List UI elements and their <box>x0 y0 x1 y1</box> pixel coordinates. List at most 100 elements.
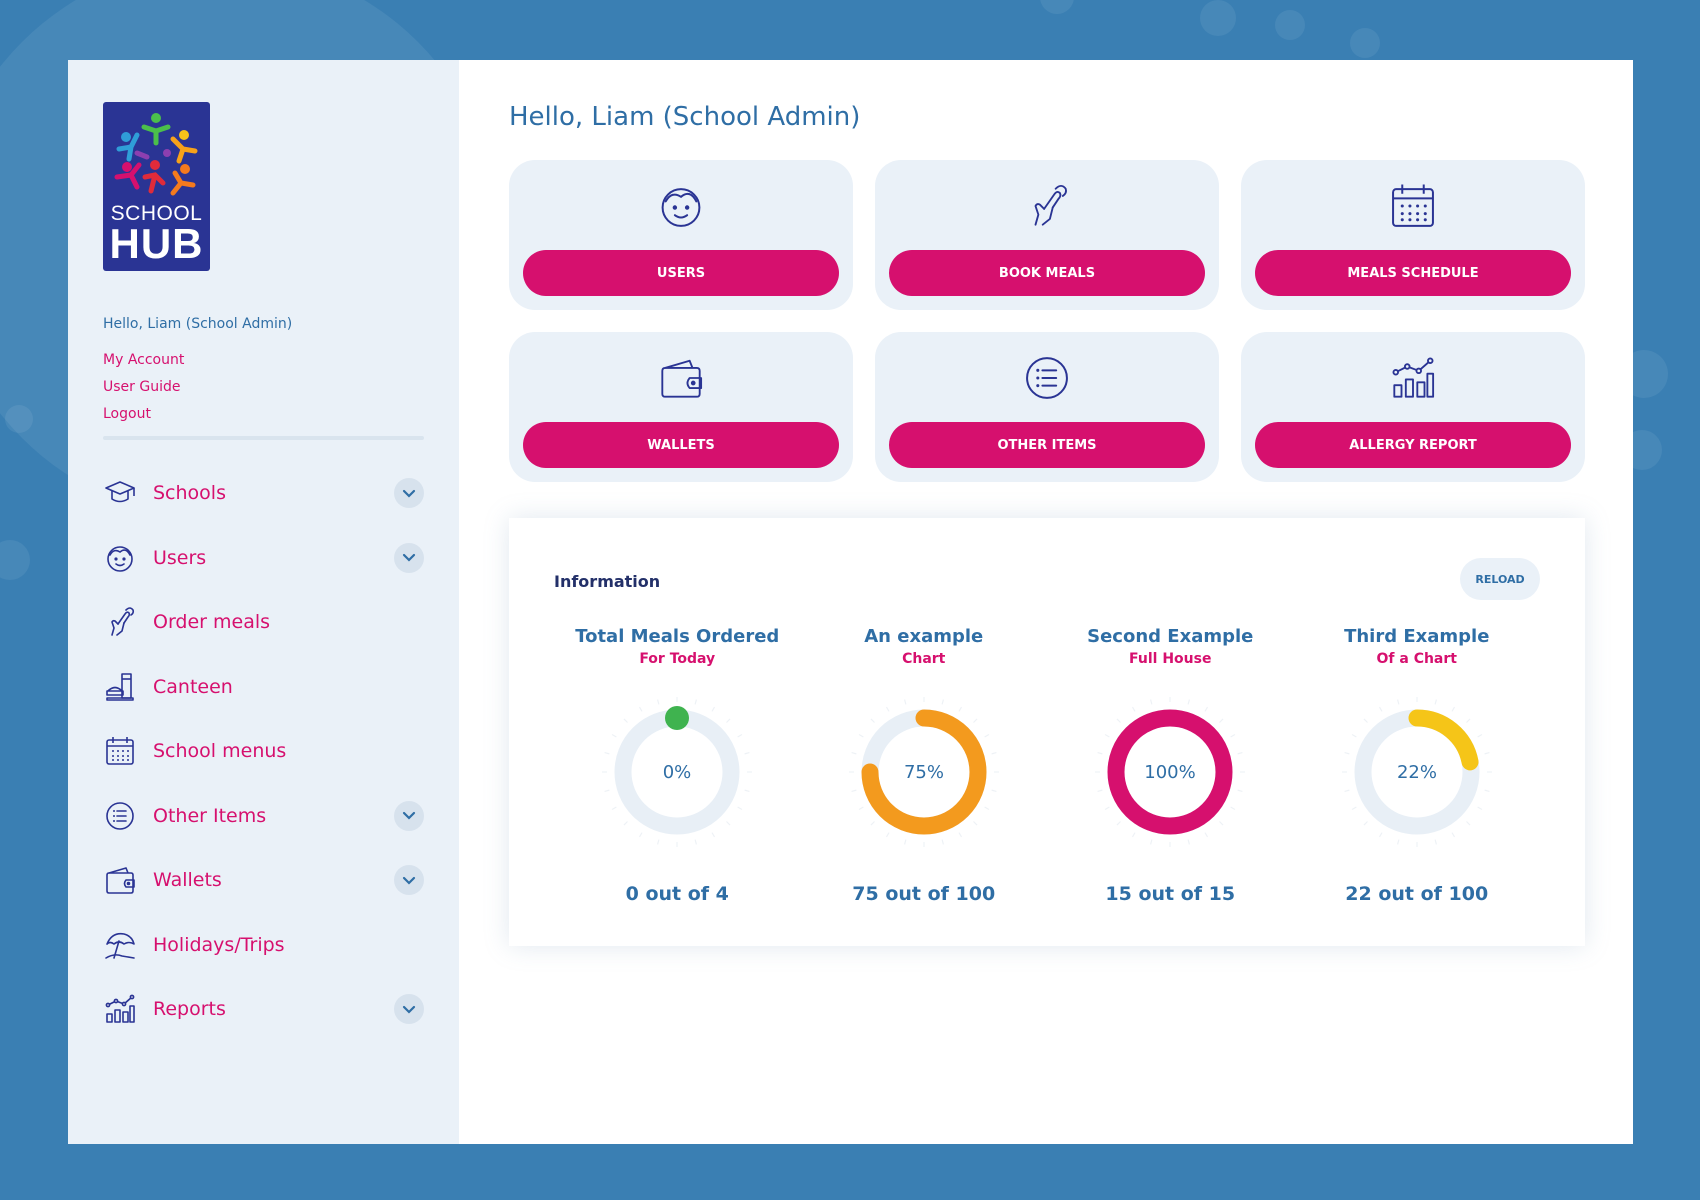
bar-chart-icon <box>1241 354 1585 402</box>
dial-tick <box>851 752 857 755</box>
dial-tick <box>623 821 629 826</box>
dial-tick <box>1434 699 1437 705</box>
sidebar-item-wallets[interactable]: Wallets <box>103 848 424 913</box>
sidebar-item-other-items[interactable]: Other Items <box>103 784 424 849</box>
dial-ticks <box>602 697 753 847</box>
donut-value-arc <box>1107 709 1233 835</box>
chart-title: An example <box>864 626 984 647</box>
dial-tick <box>1477 733 1483 738</box>
dial-tick <box>604 789 610 792</box>
dial-tick <box>1219 821 1224 826</box>
background-bubble <box>1275 10 1305 40</box>
other-items-button[interactable]: OTHER ITEMS <box>889 422 1205 468</box>
chart-percent-label: 22% <box>1397 762 1437 783</box>
page-title: Hello, Liam (School Admin) <box>509 102 861 132</box>
dial-tick <box>1204 832 1209 838</box>
school-hub-logo[interactable]: SCHOOL HUB <box>103 102 210 271</box>
dial-tick <box>611 806 617 811</box>
logout-link[interactable]: Logout <box>103 406 151 422</box>
tile-wallets: WALLETS <box>509 332 853 482</box>
dial-tick <box>1484 752 1490 755</box>
dial-tick <box>694 699 698 705</box>
dial-tick <box>1396 839 1400 845</box>
dial-ticks <box>1095 697 1246 847</box>
sidebar-item-order-meals[interactable]: Order meals <box>103 590 424 655</box>
chart-subtitle: Chart <box>902 651 946 667</box>
dial-tick <box>1116 718 1122 723</box>
dial-tick <box>941 699 944 705</box>
my-account-link[interactable]: My Account <box>103 352 185 368</box>
dial-tick <box>639 706 643 712</box>
chart-title: Second Example <box>1087 626 1254 647</box>
dial-tick <box>1204 706 1209 712</box>
sidebar-item-label: Schools <box>153 482 226 505</box>
list-icon <box>103 799 137 833</box>
reload-button[interactable]: RELOAD <box>1460 558 1540 600</box>
sidebar-nav: Schools Users <box>103 461 424 1042</box>
dial-tick <box>984 806 990 811</box>
dial-tick <box>639 832 643 838</box>
dial-tick <box>1484 789 1490 792</box>
graduation-cap-icon <box>103 476 137 510</box>
tile-allergy-report: ALLERGY REPORT <box>1241 332 1585 482</box>
dial-tick <box>1465 718 1471 723</box>
chevron-down-icon[interactable] <box>394 478 424 509</box>
sidebar-item-school-menus[interactable]: School menus <box>103 719 424 784</box>
chevron-down-icon[interactable] <box>394 994 424 1025</box>
sidebar-item-users[interactable]: Users <box>103 526 424 591</box>
chevron-down-icon[interactable] <box>394 865 424 896</box>
dial-tick <box>870 821 875 826</box>
main-content: Hello, Liam (School Admin) USERS <box>459 60 1633 1144</box>
dial-tick <box>726 718 731 723</box>
chevron-down-icon[interactable] <box>394 542 424 573</box>
dial-tick <box>1237 752 1243 755</box>
logo-text-school: SCHOOL <box>110 202 203 225</box>
chart-title: Third Example <box>1344 626 1490 647</box>
background-bubble <box>1040 0 1074 14</box>
logo-figures-icon <box>114 113 198 196</box>
information-card: Information RELOAD Total Meals Ordered F… <box>509 518 1585 946</box>
chart-count: 15 out of 15 <box>1105 883 1236 905</box>
sidebar-item-label: Reports <box>153 998 226 1021</box>
donut-chart: 0% <box>602 697 753 847</box>
dial-tick <box>1150 839 1153 845</box>
donut-value-arc <box>861 709 987 835</box>
dial-tick <box>1378 832 1383 838</box>
dial-tick <box>711 706 716 712</box>
dial-tick <box>1097 789 1103 792</box>
beach-umbrella-icon <box>103 928 137 962</box>
dial-tick <box>1396 699 1400 705</box>
dial-tick <box>737 806 743 811</box>
chevron-down-icon[interactable] <box>394 800 424 831</box>
charts-row: Total Meals Ordered For Today 0% 0 out o… <box>554 626 1540 905</box>
allergy-report-button[interactable]: ALLERGY REPORT <box>1255 422 1571 468</box>
meals-schedule-button[interactable]: MEALS SCHEDULE <box>1255 250 1571 296</box>
dial-tick <box>858 806 864 811</box>
dial-tick <box>711 832 716 838</box>
sidebar-item-schools[interactable]: Schools <box>103 461 424 526</box>
user-guide-link[interactable]: User Guide <box>103 379 181 395</box>
sidebar-item-reports[interactable]: Reports <box>103 977 424 1042</box>
quick-action-tiles: USERS BOOK MEALS <box>509 160 1585 482</box>
dial-tick <box>623 718 629 723</box>
wallet-icon <box>509 354 853 402</box>
dial-tick <box>737 733 743 738</box>
users-button[interactable]: USERS <box>523 250 839 296</box>
wallets-button[interactable]: WALLETS <box>523 422 839 468</box>
pointing-hand-icon <box>103 605 137 639</box>
dial-tick <box>1351 806 1357 811</box>
sidebar-item-label: Order meals <box>153 611 271 634</box>
sidebar-item-holidays-trips[interactable]: Holidays/Trips <box>103 913 424 978</box>
calendar-icon <box>103 734 137 768</box>
tile-book-meals: BOOK MEALS <box>875 160 1219 310</box>
information-title: Information <box>554 572 661 591</box>
sidebar-item-canteen[interactable]: Canteen <box>103 655 424 720</box>
dial-tick <box>744 752 750 755</box>
donut-chart: 75% <box>848 697 999 847</box>
book-meals-button[interactable]: BOOK MEALS <box>889 250 1205 296</box>
sidebar-item-label: Other Items <box>153 804 267 827</box>
dial-tick <box>1116 821 1122 826</box>
background-bubble <box>0 540 30 580</box>
chart-total-meals: Total Meals Ordered For Today 0% 0 out o… <box>554 626 801 905</box>
dial-tick <box>941 839 944 845</box>
